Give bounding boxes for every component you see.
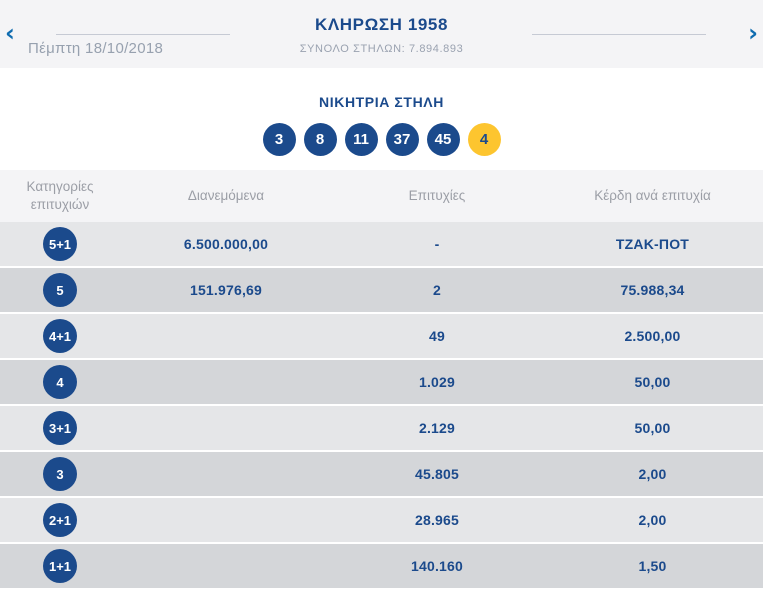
wins-cell: 2.129 (418, 420, 456, 436)
winning-number-ball: 8 (303, 123, 337, 156)
bonus-number-ball: 4 (467, 123, 501, 156)
category-badge: 5+1 (43, 227, 77, 261)
winning-number-ball: 3 (262, 123, 296, 156)
table-row: 5 151.976,69 2 75.988,34 (0, 268, 763, 312)
category-badge: 3+1 (43, 411, 77, 445)
table-row: 2+1 28.965 2,00 (0, 498, 763, 542)
draw-header-center: ΚΛΗΡΩΣΗ 1958 ΣΥΝΟΛΟ ΣΤΗΛΩΝ: 7.894.893 (180, 15, 583, 55)
header-divider-line-left (56, 34, 230, 35)
table-row: 4+1 49 2.500,00 (0, 314, 763, 358)
wins-cell: 28.965 (414, 512, 460, 528)
table-body: 5+1 6.500.000,00 - ΤΖΑΚ-ΠΟΤ 5 151.976,69… (0, 222, 763, 588)
prize-cell: 50,00 (634, 374, 671, 390)
table-row: 3 45.805 2,00 (0, 452, 763, 496)
draw-date: Πέμπτη 18/10/2018 (28, 40, 164, 57)
winning-number-ball: 37 (385, 123, 419, 156)
distributed-cell: 6.500.000,00 (183, 236, 269, 252)
prize-cell: 1,50 (638, 558, 667, 574)
prize-cell: ΤΖΑΚ-ΠΟΤ (615, 236, 690, 252)
prize-tiers-table: Κατηγορίες επιτυχιών Διανεμόμενα Επιτυχί… (0, 170, 763, 588)
prize-cell: 2.500,00 (624, 328, 681, 344)
winning-number-ball: 11 (344, 123, 378, 156)
header-divider-line-right (532, 34, 706, 35)
table-row: 4 1.029 50,00 (0, 360, 763, 404)
column-header-prize-per-win: Κέρδη ανά επιτυχία (594, 187, 711, 203)
prize-cell: 50,00 (634, 420, 671, 436)
prize-cell: 2,00 (638, 512, 667, 528)
winning-column-section: ΝΙΚΗΤΡΙΑ ΣΤΗΛΗ 3 8 11 37 45 4 (0, 68, 763, 170)
column-header-categories: Κατηγορίες επιτυχιών (26, 178, 94, 212)
wins-cell: - (434, 236, 440, 252)
column-header-distributed: Διανεμόμενα (187, 187, 265, 203)
wins-cell: 49 (429, 328, 445, 344)
total-columns-label: ΣΥΝΟΛΟ ΣΤΗΛΩΝ: 7.894.893 (299, 43, 464, 55)
prize-cell: 75.988,34 (620, 282, 685, 298)
category-badge: 4 (43, 365, 77, 399)
category-badge: 2+1 (43, 503, 77, 537)
category-badge: 5 (43, 273, 77, 307)
wins-cell: 140.160 (410, 558, 463, 574)
category-badge: 1+1 (43, 549, 77, 583)
category-badge: 3 (43, 457, 77, 491)
table-header-row: Κατηγορίες επιτυχιών Διανεμόμενα Επιτυχί… (0, 170, 763, 222)
wins-cell: 1.029 (418, 374, 456, 390)
distributed-cell: 151.976,69 (189, 282, 263, 298)
wins-cell: 2 (433, 282, 441, 298)
previous-draw-chevron-icon[interactable]: ‹ (5, 19, 15, 47)
winning-numbers: 3 8 11 37 45 4 (0, 123, 763, 156)
next-draw-chevron-icon[interactable]: › (748, 19, 758, 47)
draw-title: ΚΛΗΡΩΣΗ 1958 (314, 15, 449, 34)
table-row: 3+1 2.129 50,00 (0, 406, 763, 450)
prize-cell: 2,00 (638, 466, 667, 482)
winning-column-title: ΝΙΚΗΤΡΙΑ ΣΤΗΛΗ (319, 94, 444, 110)
category-badge: 4+1 (43, 319, 77, 353)
column-header-wins: Επιτυχίες (408, 187, 466, 203)
table-row: 1+1 140.160 1,50 (0, 544, 763, 588)
wins-cell: 45.805 (414, 466, 460, 482)
draw-header: ‹ Πέμπτη 18/10/2018 ΚΛΗΡΩΣΗ 1958 ΣΥΝΟΛΟ … (0, 0, 763, 68)
table-row: 5+1 6.500.000,00 - ΤΖΑΚ-ΠΟΤ (0, 222, 763, 266)
winning-number-ball: 45 (426, 123, 460, 156)
